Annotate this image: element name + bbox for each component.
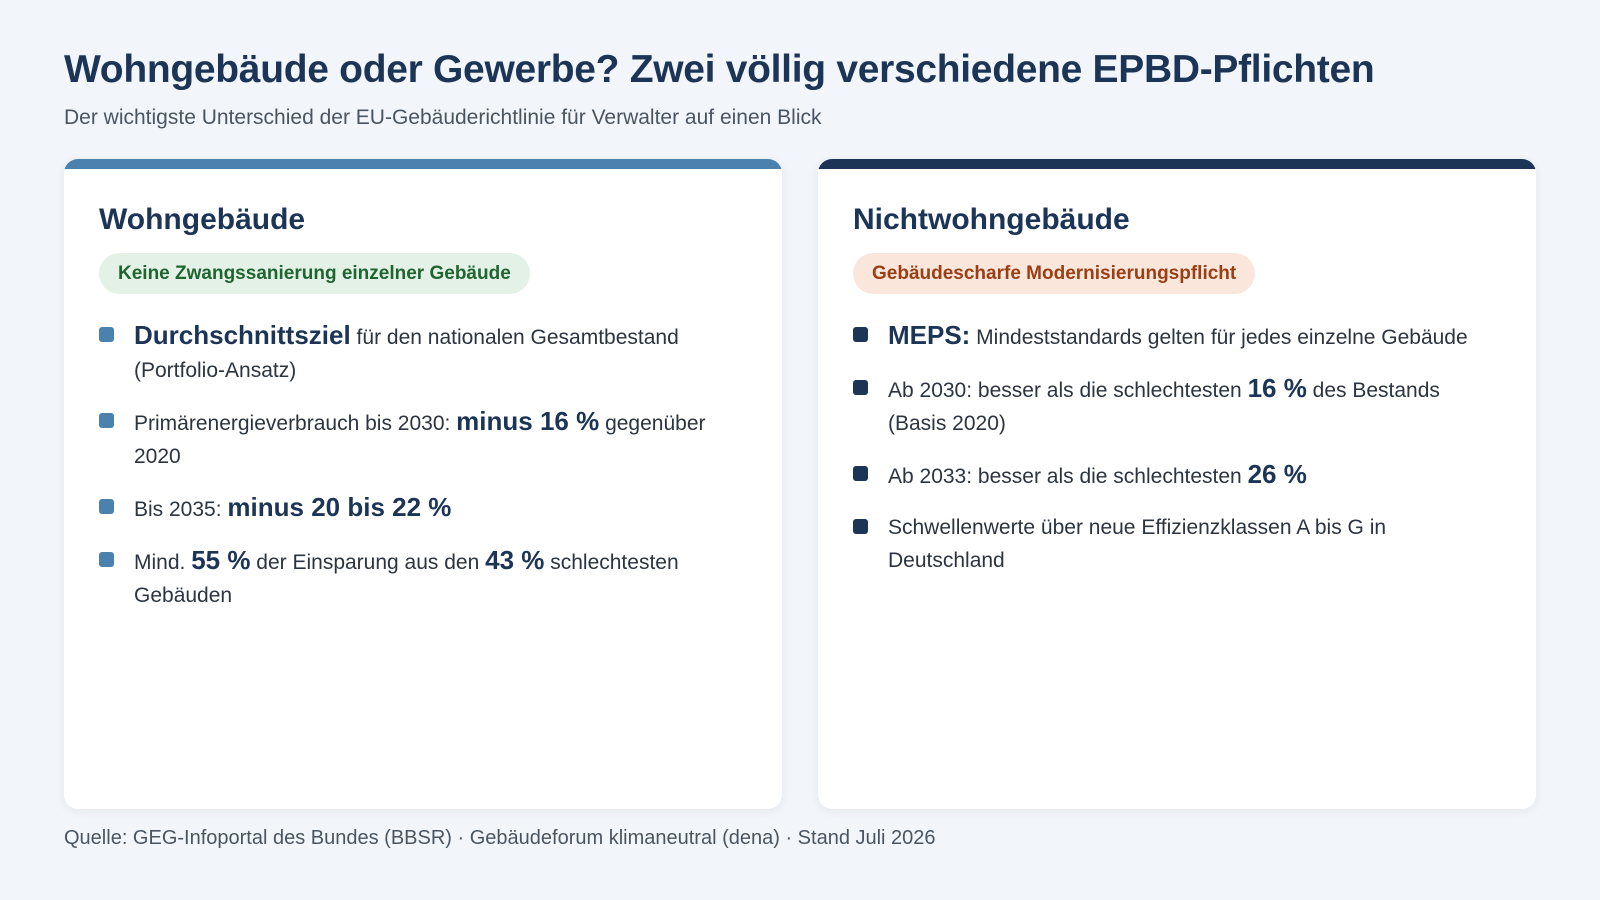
item-text: Ab 2030: besser als die schlechtesten: [888, 379, 1248, 402]
square-bullet-icon: [853, 327, 868, 342]
square-bullet-icon: [99, 499, 114, 514]
item-text: Mindeststandards gelten für jedes einzel…: [970, 326, 1468, 349]
list-item: Primärenergieverbrauch bis 2030: minus 1…: [99, 405, 749, 473]
source-footer: Quelle: GEG-Infoportal des Bundes (BBSR)…: [64, 827, 936, 849]
card-title: Wohngebäude: [99, 203, 306, 236]
page-subtitle: Der wichtigste Unterschied der EU-Gebäud…: [64, 106, 822, 129]
card-badge: Gebäudescharfe Modernisierungspflicht: [853, 253, 1256, 294]
bullet-list: MEPS: Mindeststandards gelten für jedes …: [853, 319, 1503, 595]
item-text: Ab 2033: besser als die schlechtesten: [888, 465, 1248, 488]
highlight-text: 43 %: [485, 545, 545, 575]
item-text: gegenüber 2020: [134, 412, 706, 468]
bullet-list: Durchschnittsziel für den nationalen Ges…: [99, 319, 749, 630]
card-badge: Keine Zwangssanierung einzelner Gebäude: [99, 253, 530, 294]
item-text: schlechtesten Gebäuden: [134, 551, 679, 607]
item-text: für den nationalen Gesamtbestand (Portfo…: [134, 326, 679, 382]
list-item: Durchschnittsziel für den nationalen Ges…: [99, 319, 749, 387]
square-bullet-icon: [853, 380, 868, 395]
highlight-text: 55 %: [191, 545, 251, 575]
highlight-text: minus 16 %: [456, 406, 600, 436]
square-bullet-icon: [99, 413, 114, 428]
highlight-text: MEPS:: [888, 320, 971, 350]
list-item: Ab 2030: besser als die schlechtesten 16…: [853, 372, 1503, 440]
page-title: Wohngebäude oder Gewerbe? Zwei völlig ve…: [64, 48, 1375, 91]
list-item: Ab 2033: besser als die schlechtesten 26…: [853, 458, 1503, 493]
square-bullet-icon: [99, 552, 114, 567]
list-item: Mind. 55 % der Einsparung aus den 43 % s…: [99, 544, 749, 612]
highlight-text: 16 %: [1247, 373, 1307, 403]
item-text: Schwellenwerte über neue Effizienzklasse…: [888, 516, 1387, 572]
item-text: Primärenergieverbrauch bis 2030:: [134, 412, 457, 435]
list-item: Bis 2035: minus 20 bis 22 %: [99, 491, 749, 526]
square-bullet-icon: [853, 519, 868, 534]
card-title: Nichtwohngebäude: [853, 203, 1130, 236]
highlight-text: Durchschnittsziel: [134, 320, 351, 350]
square-bullet-icon: [853, 466, 868, 481]
card-wohngebaeude: Wohngebäude Keine Zwangssanierung einzel…: [64, 159, 782, 809]
highlight-text: minus 20 bis 22 %: [227, 492, 452, 522]
item-text: der Einsparung aus den: [250, 551, 486, 574]
item-text: Mind.: [134, 551, 192, 574]
square-bullet-icon: [99, 327, 114, 342]
highlight-text: 26 %: [1247, 459, 1307, 489]
list-item: MEPS: Mindeststandards gelten für jedes …: [853, 319, 1503, 354]
card-nichtwohngebaeude: Nichtwohngebäude Gebäudescharfe Modernis…: [818, 159, 1536, 809]
card-accent-bar: [818, 159, 1536, 169]
item-text: Bis 2035:: [134, 498, 228, 521]
item-text: des Bestands (Basis 2020): [888, 379, 1440, 435]
card-accent-bar: [64, 159, 782, 169]
list-item: Schwellenwerte über neue Effizienzklasse…: [853, 511, 1503, 577]
